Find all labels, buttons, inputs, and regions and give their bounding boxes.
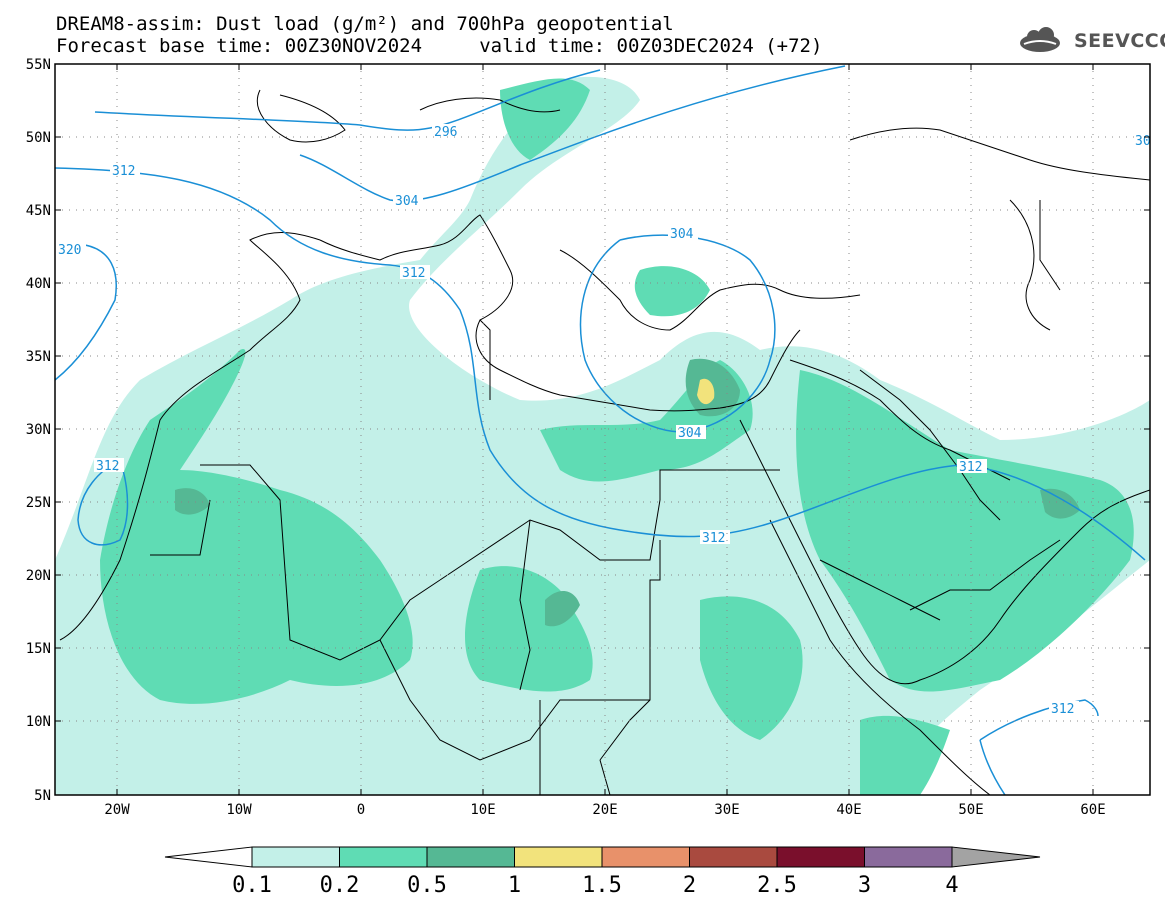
contour-label: 296 — [434, 125, 457, 140]
contour-label: 312 — [702, 531, 725, 546]
colorbar-tick: 1 — [508, 873, 521, 898]
lon-label: 50E — [958, 802, 983, 818]
lat-label: 5N — [34, 788, 51, 804]
lon-label: 20W — [104, 802, 130, 818]
colorbar-swatch — [864, 846, 953, 868]
lon-label: 10W — [226, 802, 252, 818]
contour-label: 304 — [395, 194, 419, 209]
lon-label: 0 — [357, 802, 365, 818]
contour-label: 312 — [96, 459, 119, 474]
colorbar-tick: 4 — [945, 873, 958, 898]
colorbar-tick: 2 — [683, 873, 696, 898]
map-title: DREAM8-assim: Dust load (g/m²) and 700hP… — [56, 13, 674, 35]
contour-labels: 296 304 312 320 312 312 304 304 312 312 … — [56, 124, 1151, 717]
colorbar-swatch — [426, 846, 515, 868]
colorbar-swatch — [601, 846, 690, 868]
lon-label: 10E — [470, 802, 495, 818]
lat-label: 45N — [26, 203, 51, 219]
lat-label: 10N — [26, 714, 51, 730]
contour-label: 30 — [1135, 134, 1151, 149]
lat-label: 30N — [26, 422, 51, 438]
dust-field — [55, 76, 1150, 795]
lon-label: 30E — [714, 802, 739, 818]
contour-320 — [55, 244, 117, 381]
longitude-labels: 20W 10W 0 10E 20E 30E 40E 50E 60E — [104, 802, 1105, 818]
contour-label: 320 — [58, 243, 81, 258]
dust-area-peak — [697, 378, 715, 405]
contour-label: 312 — [402, 266, 425, 281]
seevccc-logo — [1020, 27, 1060, 52]
contour-label: 312 — [959, 460, 982, 475]
colorbar-swatch — [339, 846, 428, 868]
colorbar-min-arrow — [164, 846, 253, 868]
colorbar-swatch — [689, 846, 778, 868]
axis-ticks — [55, 64, 1150, 795]
colorbar-tick: 3 — [858, 873, 871, 898]
geopotential-contours — [55, 65, 1146, 795]
colorbar — [164, 846, 1041, 868]
cloud-icon — [1020, 27, 1060, 52]
coastlines-and-borders — [59, 89, 1150, 795]
latitude-labels: 55N 50N 45N 40N 35N 30N 25N 20N 15N 10N … — [26, 57, 51, 804]
lat-label: 25N — [26, 495, 51, 511]
logo-text: SEEVCCC — [1074, 30, 1165, 52]
colorbar-swatch — [776, 846, 865, 868]
forecast-time-line: Forecast base time: 00Z30NOV2024 valid t… — [56, 35, 823, 57]
lat-label: 50N — [26, 130, 51, 146]
contour-label: 304 — [670, 227, 694, 242]
lon-label: 20E — [592, 802, 617, 818]
colorbar-swatch — [251, 846, 340, 868]
graticule — [55, 64, 1150, 795]
colorbar-tick: 0.1 — [232, 873, 272, 898]
contour-304-north — [299, 65, 846, 202]
colorbar-tick: 1.5 — [582, 873, 622, 898]
lat-label: 40N — [26, 276, 51, 292]
colorbar-swatch — [514, 846, 603, 868]
contour-312-south — [979, 699, 1099, 741]
colorbar-tick: 0.2 — [320, 873, 360, 898]
lat-label: 15N — [26, 641, 51, 657]
colorbar-tick: 2.5 — [757, 873, 797, 898]
contour-296 — [94, 69, 601, 131]
colorbar-labels: 0.1 0.2 0.5 1 1.5 2 2.5 3 4 — [232, 873, 959, 898]
lon-label: 40E — [836, 802, 861, 818]
lat-label: 35N — [26, 349, 51, 365]
contour-312-north — [55, 167, 1146, 561]
contour-label: 304 — [678, 426, 702, 441]
contour-label: 312 — [112, 164, 135, 179]
lat-label: 55N — [26, 57, 51, 73]
lon-label: 60E — [1080, 802, 1105, 818]
colorbar-max-arrow — [951, 846, 1041, 868]
contour-312-se — [979, 739, 1006, 795]
lat-label: 20N — [26, 568, 51, 584]
contour-312-west — [77, 459, 129, 546]
contour-label: 312 — [1051, 702, 1074, 717]
contour-304-low — [579, 234, 776, 433]
dust-area-medium — [100, 78, 1134, 795]
colorbar-tick: 0.5 — [407, 873, 447, 898]
